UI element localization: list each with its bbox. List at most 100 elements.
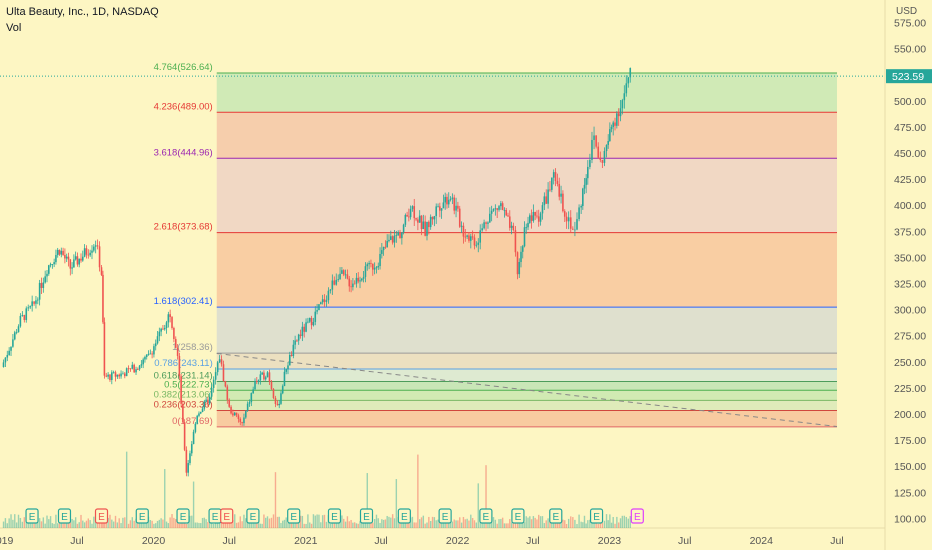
- candle-body: [133, 364, 135, 373]
- candle-body: [603, 151, 606, 163]
- volume-bar: [135, 518, 137, 528]
- earnings-event-marker[interactable]: E: [438, 508, 452, 524]
- candle-body: [296, 340, 298, 342]
- candle-body: [471, 236, 474, 238]
- candle-body: [355, 277, 358, 284]
- candle-body: [593, 135, 595, 140]
- candle-body: [100, 267, 103, 275]
- candle-body: [346, 274, 349, 279]
- earnings-event-marker[interactable]: E: [208, 508, 222, 524]
- candle-body: [617, 113, 620, 117]
- candle-body: [124, 373, 126, 377]
- volume-bar: [96, 523, 99, 528]
- candle-body: [13, 332, 16, 340]
- volume-bar: [85, 520, 88, 528]
- volume-bar: [58, 520, 61, 528]
- candle-body: [167, 314, 170, 323]
- volume-bar: [285, 517, 287, 528]
- volume-bar: [268, 518, 271, 528]
- volume-bar: [210, 520, 213, 528]
- candle-body: [12, 339, 14, 347]
- candle-body: [390, 236, 392, 240]
- candle-body: [189, 453, 191, 464]
- earnings-event-marker[interactable]: E: [327, 508, 342, 524]
- earnings-event-marker[interactable]: E: [94, 508, 109, 524]
- y-tick-label: 450.00: [894, 148, 926, 160]
- volume-bar: [565, 523, 568, 528]
- candle-body: [458, 208, 461, 227]
- volume-bar: [444, 520, 446, 528]
- volume-bar: [89, 520, 91, 528]
- earnings-event-marker[interactable]: E: [135, 508, 149, 524]
- earnings-event-marker[interactable]: E: [287, 508, 301, 524]
- volume-bar: [124, 517, 126, 528]
- earnings-event-marker[interactable]: E: [479, 508, 493, 524]
- volume-bar: [490, 522, 493, 528]
- candle-body: [361, 278, 363, 281]
- earnings-event-marker[interactable]: E: [25, 508, 39, 524]
- fib-label-0.5: 0.5(222.73): [164, 379, 213, 390]
- earnings-event-marker[interactable]: E: [246, 508, 260, 524]
- earnings-event-marker[interactable]: E: [176, 508, 190, 524]
- candle-body: [280, 393, 282, 404]
- earnings-event-marker[interactable]: E: [220, 508, 234, 524]
- candle-body: [171, 317, 173, 328]
- volume-bar: [196, 522, 198, 528]
- x-tick-label: Jul: [70, 535, 83, 547]
- candle-body: [607, 140, 609, 145]
- volume-bar: [222, 522, 225, 528]
- candle-body: [481, 228, 483, 231]
- x-tick-label: Jul: [526, 535, 539, 547]
- volume-bar: [529, 516, 531, 528]
- earnings-event-label: E: [290, 512, 297, 523]
- candle-body: [263, 372, 265, 380]
- candle-body: [261, 372, 263, 375]
- volume-bar: [263, 514, 265, 528]
- candle-body: [299, 334, 302, 336]
- candle-body: [274, 397, 277, 404]
- candle-body: [19, 315, 22, 327]
- earnings-event-marker[interactable]: E: [57, 508, 72, 524]
- candle-body: [297, 334, 300, 341]
- volume-bar: [609, 514, 611, 528]
- candle-body: [402, 224, 405, 233]
- volume-bar: [422, 515, 425, 528]
- candle-body: [386, 241, 388, 248]
- candle-body: [616, 113, 618, 126]
- candle-body: [362, 276, 365, 279]
- candle-body: [138, 365, 141, 370]
- earnings-event-marker[interactable]: E: [359, 508, 374, 524]
- volume-bar: [625, 516, 627, 528]
- candle-body: [562, 193, 564, 212]
- y-tick-label: 100.00: [894, 513, 926, 525]
- candle-body: [220, 359, 223, 365]
- volume-bar: [205, 519, 207, 528]
- volume-bar: [627, 518, 629, 528]
- candle-body: [565, 216, 568, 222]
- candle-body: [198, 413, 200, 416]
- candle-body: [453, 197, 456, 211]
- fib-band-0.5: [216, 381, 838, 391]
- volume-bar: [534, 517, 536, 528]
- earnings-event-marker[interactable]: E: [549, 508, 563, 524]
- y-tick-label: 325.00: [894, 279, 926, 291]
- earnings-event-marker[interactable]: E: [589, 508, 604, 524]
- earnings-event-marker[interactable]: E: [630, 508, 644, 524]
- volume-bar: [359, 521, 361, 528]
- candle-body: [487, 222, 489, 224]
- candle-body: [371, 263, 374, 270]
- volume-bar: [545, 520, 547, 528]
- candle-body: [25, 308, 28, 320]
- earnings-event-box: [94, 508, 109, 524]
- earnings-event-marker[interactable]: E: [397, 508, 411, 524]
- volume-bar: [127, 523, 130, 528]
- earnings-event-marker[interactable]: E: [511, 508, 525, 524]
- candle-body: [87, 254, 90, 256]
- volume-bar: [274, 472, 277, 528]
- candle-body: [625, 83, 628, 94]
- volume-bar: [105, 520, 107, 528]
- volume-bar: [299, 515, 302, 528]
- volume-bar: [15, 522, 18, 528]
